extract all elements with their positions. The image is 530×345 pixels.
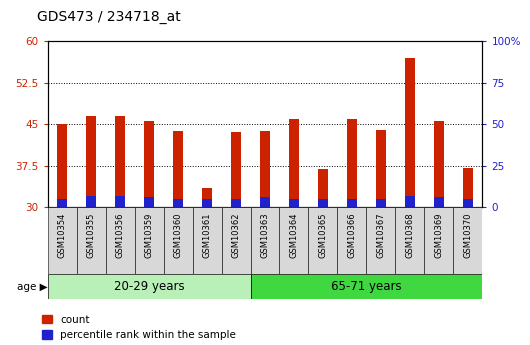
Text: GSM10367: GSM10367 [376,213,385,258]
Bar [57,199,67,207]
Text: GSM10370: GSM10370 [463,213,472,258]
Text: GSM10356: GSM10356 [116,213,125,258]
Text: 20-29 years: 20-29 years [114,280,184,293]
Bar [144,197,154,207]
Bar [260,131,270,197]
Bar [308,207,338,274]
Bar [405,58,415,196]
Bar [57,124,67,199]
Bar [405,196,415,207]
Bar [222,207,251,274]
Bar [279,207,308,274]
Bar [289,119,299,199]
Bar [260,197,270,207]
Bar [77,207,105,274]
Text: GSM10354: GSM10354 [58,213,67,258]
Bar [48,274,251,299]
Bar [289,199,299,207]
Bar [347,119,357,199]
Text: GSM10359: GSM10359 [145,213,154,258]
Bar [463,168,473,199]
Bar [453,207,482,274]
Text: age ▶: age ▶ [17,282,48,292]
Bar [366,207,395,274]
Bar [434,197,444,207]
Bar [144,121,154,197]
Bar [376,130,386,199]
Bar [434,121,444,197]
Bar [173,199,183,207]
Bar [318,199,328,207]
Text: GSM10355: GSM10355 [87,213,95,258]
Text: GDS473 / 234718_at: GDS473 / 234718_at [37,10,181,24]
Text: GSM10362: GSM10362 [232,213,241,258]
Text: GSM10368: GSM10368 [405,213,414,258]
Bar [425,207,453,274]
Text: GSM10361: GSM10361 [202,213,211,258]
Bar [231,199,241,207]
Text: GSM10360: GSM10360 [174,213,182,258]
Bar [173,131,183,199]
Bar [347,199,357,207]
Bar [164,207,192,274]
Bar [135,207,164,274]
Text: GSM10369: GSM10369 [435,213,443,258]
Bar [202,188,212,199]
Text: 65-71 years: 65-71 years [331,280,402,293]
Bar [338,207,366,274]
Bar [251,207,279,274]
Text: GSM10363: GSM10363 [261,213,269,258]
Text: GSM10364: GSM10364 [289,213,298,258]
Bar [115,196,125,207]
Text: GSM10366: GSM10366 [348,213,356,258]
Bar [48,207,77,274]
Bar [463,199,473,207]
Bar [318,169,328,199]
Bar [231,132,241,199]
Bar [192,207,222,274]
Text: GSM10365: GSM10365 [319,213,328,258]
Bar [251,274,482,299]
Bar [395,207,425,274]
Legend: count, percentile rank within the sample: count, percentile rank within the sample [42,315,236,340]
Bar [105,207,135,274]
Bar [86,196,96,207]
Bar [202,199,212,207]
Bar [86,116,96,196]
Bar [115,116,125,196]
Bar [376,199,386,207]
